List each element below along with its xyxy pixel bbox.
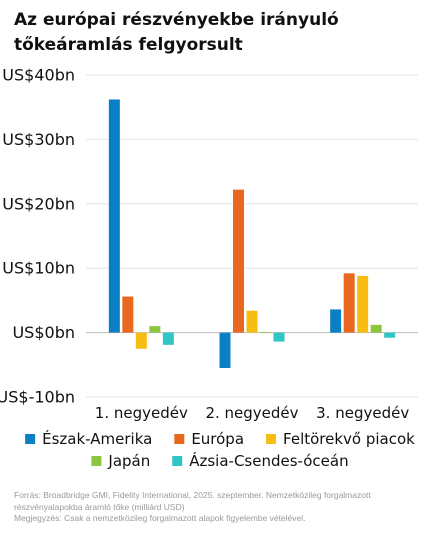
bar-azsia-csendes-ocean-1 [162,332,174,345]
y-tick-label: US$-10bn [0,388,75,407]
legend-swatch-eszak-amerika [25,434,36,444]
bar-japan-1 [149,326,161,333]
source-line-1: Forrás: Broadbridge GMI, Fidelity Intern… [14,490,371,500]
legend-label-japan: Japán [107,452,150,470]
legend-swatch-europa [174,434,185,444]
x-axis-tick-labels: 1. negyedév 2. negyedév 3. negyedév [95,404,410,422]
legend-swatch-japan [91,456,102,466]
x-tick-label: 3. negyedév [316,404,409,422]
bar-japan-2 [260,331,271,333]
note-line: Megjegyzés: Csak a nemzetközileg forgalm… [14,513,306,523]
legend-label-azsia-csendes-ocean: Ázsia-Csendes-óceán [189,451,348,470]
bar-eszak-amerika-1 [108,99,120,333]
x-tick-label: 2. negyedév [205,404,298,422]
gridlines [86,74,418,398]
bar-feltorekvo-piacok-1 [135,332,147,349]
bar-europa-2 [233,189,244,333]
y-tick-label: US$10bn [2,259,75,278]
legend-swatch-azsia-csendes-ocean [172,456,183,466]
bar-japan-3 [370,324,382,333]
bar-eszak-amerika-2 [219,332,231,369]
bar-chart: US$40bn US$30bn US$20bn US$10bn US$0bn US$-10… [0,66,418,470]
bar-feltorekvo-piacok-2 [246,310,258,333]
bar-feltorekvo-piacok-3 [357,275,369,333]
chart-title: Az európai részvényekbe irányuló tőkeára… [14,8,414,58]
bar-europa-1 [122,296,134,333]
bar-azsia-csendes-ocean-3 [384,332,396,338]
bars [108,99,396,369]
legend-label-europa: Európa [191,430,244,448]
y-tick-label: US$40bn [2,66,75,85]
legend-swatch-feltorekvo-piacok [266,434,277,444]
x-tick-label: 1. negyedév [95,404,188,422]
y-axis-tick-labels: US$40bn US$30bn US$20bn US$10bn US$0bn US$-10… [0,66,75,407]
bar-europa-3 [343,273,355,333]
legend-label-eszak-amerika: Észak-Amerika [42,429,152,448]
source-line-2: részvényalapokba áramló tőke (milliárd U… [14,501,185,512]
y-tick-label: US$0bn [12,323,75,342]
chart-title-line-1: Az európai részvényekbe irányuló [14,10,339,30]
legend-label-feltorekvo-piacok: Feltörekvő piacok [283,430,415,448]
bar-eszak-amerika-3 [330,309,342,333]
y-tick-label: US$20bn [2,194,75,213]
legend: Észak-Amerika Európa Feltörekvő piacok Japá… [25,429,415,470]
source-note: Forrás: Broadbridge GMI, Fidelity Intern… [14,490,429,525]
y-tick-label: US$30bn [2,130,75,149]
chart-title-line-2: tőkeáramlás felgyorsult [14,35,243,55]
bar-azsia-csendes-ocean-2 [273,332,285,342]
